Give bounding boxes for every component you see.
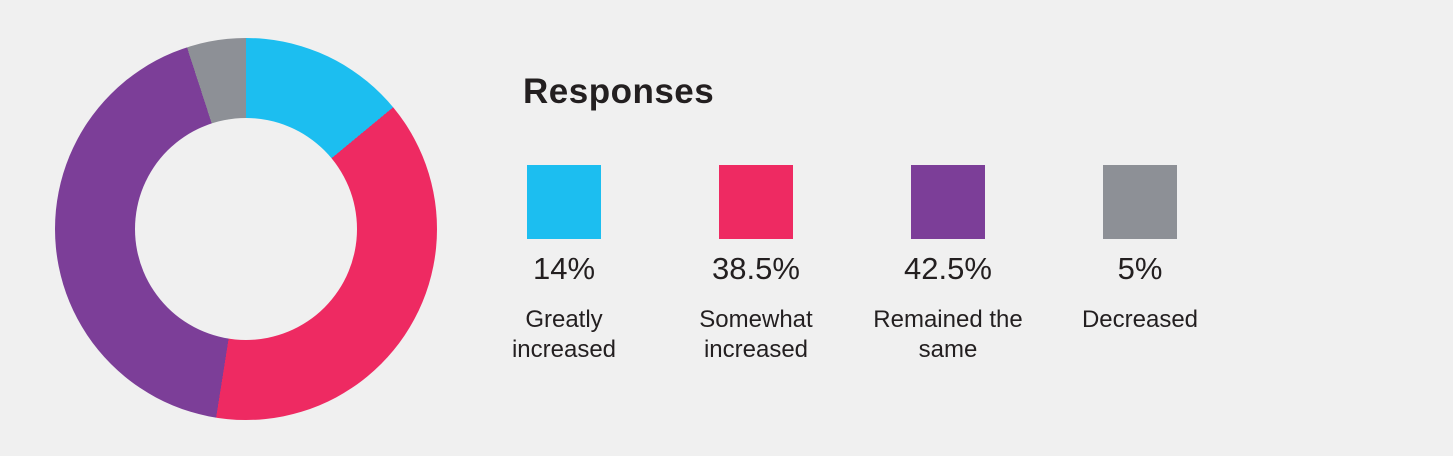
percent-value: 42.5% [904, 251, 992, 286]
legend: 14% Greatly increased 38.5% Somewhat inc… [468, 165, 1236, 365]
legend-item-decreased: 5% Decreased [1044, 165, 1236, 365]
donut-hole [135, 118, 357, 340]
donut-chart [55, 38, 437, 420]
percent-value: 5% [1117, 251, 1163, 286]
legend-title: Responses [523, 72, 715, 111]
legend-item-somewhat-increased: 38.5% Somewhat increased [660, 165, 852, 365]
category-label: Remained the same [873, 305, 1023, 363]
purple-swatch [911, 165, 985, 239]
gray-swatch [1103, 165, 1177, 239]
legend-item-greatly-increased: 14% Greatly increased [468, 165, 660, 365]
category-label: Somewhat increased [699, 305, 813, 363]
category-label: Greatly increased [511, 305, 617, 363]
cyan-swatch [527, 165, 601, 239]
percent-value: 38.5% [712, 251, 800, 286]
percent-value: 14% [532, 251, 596, 286]
category-label: Decreased [1081, 305, 1199, 333]
pink-swatch [719, 165, 793, 239]
legend-item-remained-the-same: 42.5% Remained the same [852, 165, 1044, 365]
